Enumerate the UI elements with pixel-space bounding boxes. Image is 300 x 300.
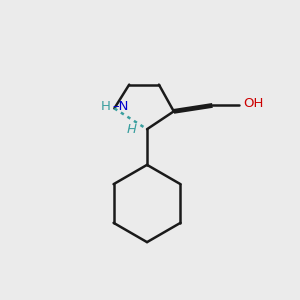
- Text: –N: –N: [113, 100, 129, 113]
- Text: OH: OH: [244, 98, 264, 110]
- Text: H: H: [127, 123, 136, 136]
- Text: H: H: [101, 100, 111, 113]
